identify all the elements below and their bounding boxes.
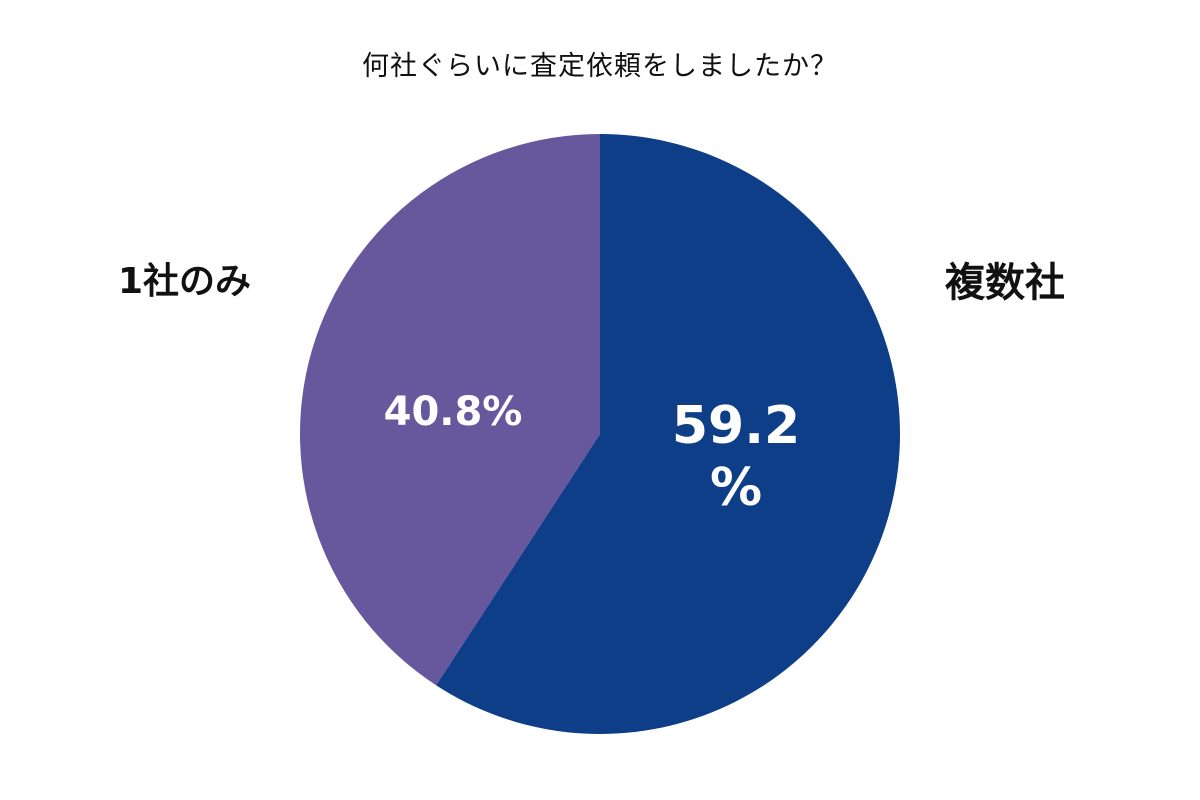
value-label-fukusuusha-percent: % — [710, 458, 762, 518]
value-label-fukusuusha: 59.2 — [672, 396, 800, 456]
value-label-1sha-nomi: 40.8% — [384, 389, 523, 435]
